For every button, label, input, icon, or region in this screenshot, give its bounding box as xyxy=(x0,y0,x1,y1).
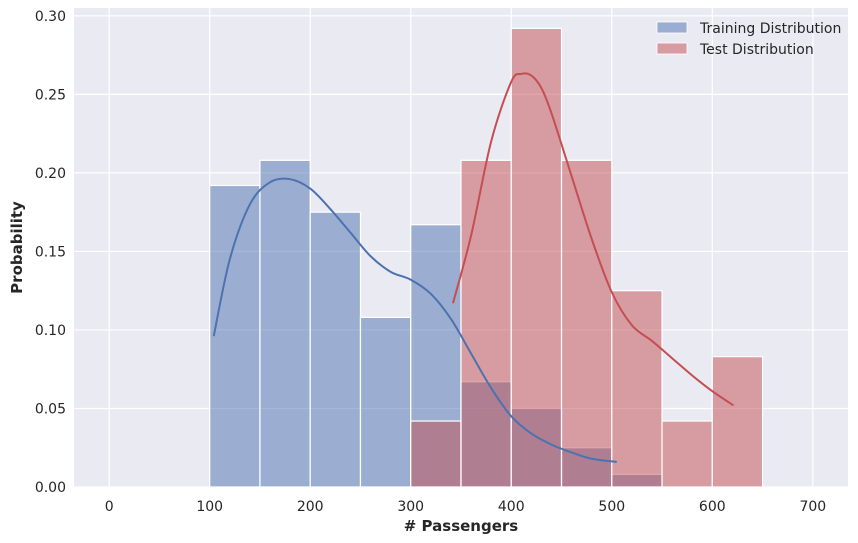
x-tick-label: 200 xyxy=(297,499,324,515)
kde-curves xyxy=(212,72,734,463)
x-tick-label: 400 xyxy=(498,499,525,515)
test-bar xyxy=(611,290,663,488)
training-bar xyxy=(309,211,362,488)
legend: Training Distribution Test Distribution xyxy=(656,21,841,58)
x-tick-label: 300 xyxy=(397,499,424,515)
legend-swatch-training xyxy=(656,21,688,34)
test-bar xyxy=(460,159,512,488)
y-tick-label: 0.05 xyxy=(35,401,66,417)
training-kde-line xyxy=(212,177,617,463)
y-tick-label: 0.15 xyxy=(35,244,66,260)
y-tick-label: 0.25 xyxy=(35,87,66,103)
test-bars xyxy=(410,27,764,488)
y-tick-label: 0.00 xyxy=(35,480,66,496)
y-tick-label: 0.20 xyxy=(35,166,66,182)
training-bar xyxy=(259,159,311,488)
test-bar xyxy=(661,420,713,488)
x-axis-label: # Passengers xyxy=(404,517,519,535)
x-tick-labels: 0 100 200 300 400 500 600 700 xyxy=(105,499,826,515)
y-tick-label: 0.30 xyxy=(35,9,66,25)
test-bar xyxy=(560,159,613,488)
test-bar xyxy=(410,420,462,488)
legend-swatch-test xyxy=(656,42,688,55)
x-tick-label: 0 xyxy=(105,499,114,515)
training-bar xyxy=(209,184,261,488)
x-tick-label: 700 xyxy=(799,499,826,515)
test-bar xyxy=(711,356,764,488)
test-bar xyxy=(510,27,563,488)
legend-label-training: Training Distribution xyxy=(699,21,841,37)
x-tick-label: 500 xyxy=(598,499,625,515)
legend-label-test: Test Distribution xyxy=(699,42,814,58)
training-bar xyxy=(359,316,412,488)
x-tick-label: 100 xyxy=(196,499,223,515)
y-axis-label: Probability xyxy=(8,201,26,294)
test-kde-line xyxy=(451,72,734,407)
x-tick-label: 600 xyxy=(699,499,726,515)
y-tick-labels: 0.00 0.05 0.10 0.15 0.20 0.25 0.30 xyxy=(35,9,66,496)
y-tick-label: 0.10 xyxy=(35,323,66,339)
